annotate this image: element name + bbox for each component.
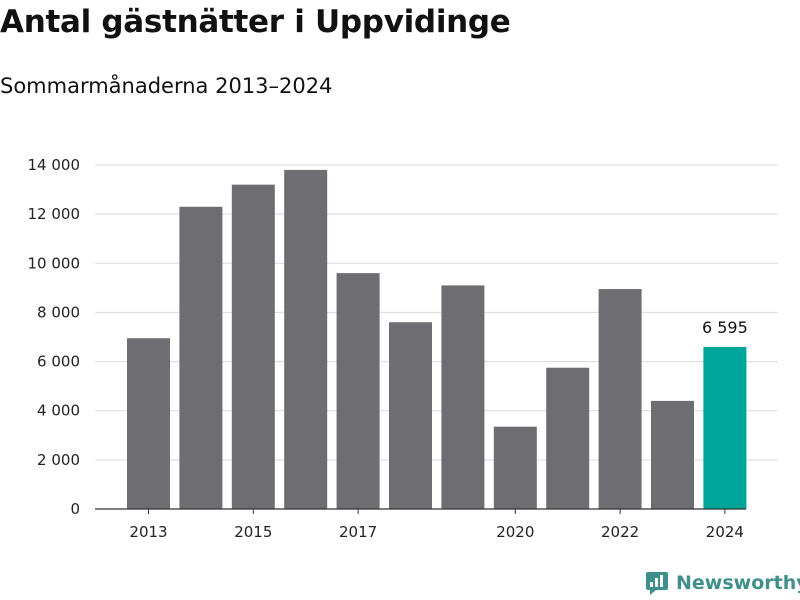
bar-2017 [336,273,380,509]
brand-name: Newsworthy [676,572,800,594]
y-tick-label: 4 000 [37,402,80,420]
chart-subtitle: Sommarmånaderna 2013–2024 [0,74,333,98]
bar-2018 [389,322,432,509]
x-tick-label: 2024 [706,523,744,541]
data-label: 6 595 [702,318,748,337]
x-tick-label: 2017 [339,523,377,541]
x-tick-label: 2015 [234,523,272,541]
bar-2022 [598,289,642,509]
chart-title: Antal gästnätter i Uppvidinge [0,4,511,40]
bar-2014 [179,206,223,509]
y-tick-label: 14 000 [28,156,81,174]
bar-2020 [493,426,537,509]
y-tick-label: 12 000 [28,205,81,223]
brand-logo: Newsworthy [644,570,800,596]
x-tick-label: 2022 [601,523,639,541]
bar-2019 [441,285,485,509]
bar-2023 [651,400,694,509]
y-tick-label: 6 000 [37,353,80,371]
bar-2024 [703,346,747,509]
newsworthy-logo-icon [646,572,668,595]
x-tick-label: 2020 [496,523,534,541]
bar-2015 [231,184,275,509]
y-tick-label: 2 000 [37,451,80,469]
bar-2021 [546,367,590,509]
y-tick-label: 8 000 [37,303,80,321]
bar-2016 [284,169,328,509]
bar-2013 [127,338,170,509]
x-tick-label: 2013 [129,523,167,541]
y-tick-label: 10 000 [28,254,81,272]
y-tick-label: 0 [70,500,80,518]
